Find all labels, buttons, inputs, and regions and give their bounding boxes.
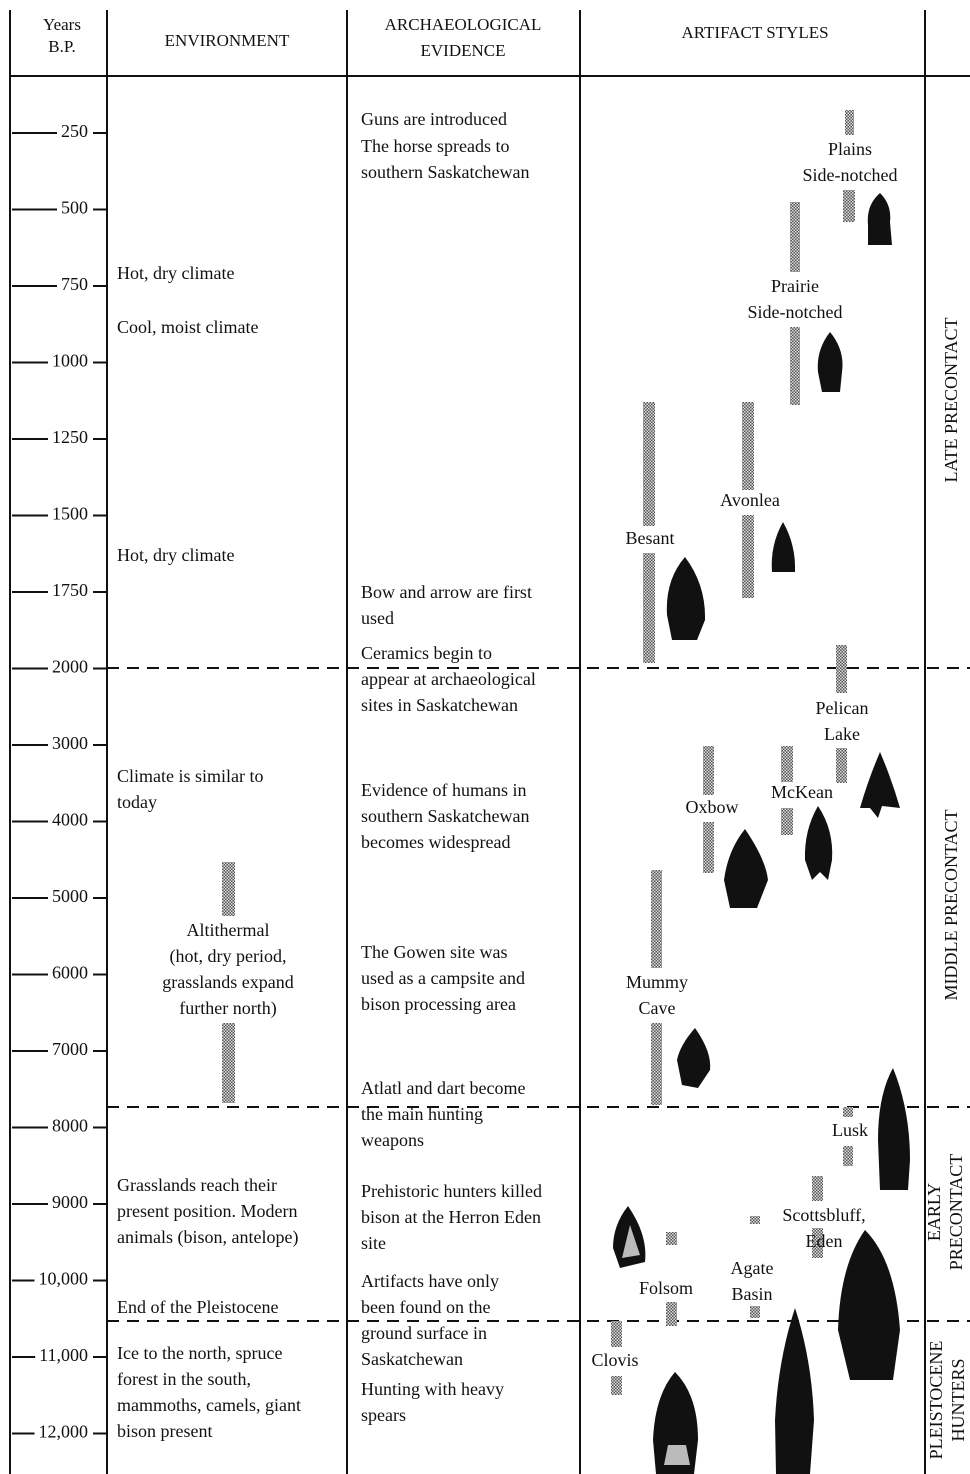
- evidence-note: The Gowen site was: [361, 942, 507, 962]
- evidence-note: ground surface in: [361, 1323, 487, 1343]
- tick-label: 500: [61, 198, 88, 218]
- evidence-note: the main hunting: [361, 1104, 483, 1124]
- evidence-note: site: [361, 1233, 386, 1253]
- artifacts-note: Lusk: [832, 1120, 868, 1140]
- tick-label: 10,000: [39, 1269, 89, 1289]
- evidence-note: Artifacts have only: [361, 1271, 499, 1291]
- environment-note: mammoths, camels, giant: [117, 1395, 301, 1415]
- evidence-note: Evidence of humans in: [361, 780, 526, 800]
- header-evidence: EVIDENCE: [421, 41, 506, 60]
- tick-label: 2000: [52, 657, 88, 677]
- evidence-note: Hunting with heavy: [361, 1379, 504, 1399]
- artifacts-note: Basin: [731, 1284, 772, 1304]
- evidence-note: Atlatl and dart become: [361, 1078, 525, 1098]
- artifacts-note: Side-notched: [748, 302, 843, 322]
- tick-label: 9000: [52, 1192, 88, 1212]
- environment-note: bison present: [117, 1421, 212, 1441]
- evidence-note: Guns are introduced: [361, 109, 507, 129]
- artifacts-note: Cave: [639, 998, 676, 1018]
- artifacts-note: Scottsbluff,: [782, 1205, 865, 1225]
- artifacts-note: Pelican: [816, 698, 869, 718]
- evidence-note: sites in Saskatchewan: [361, 695, 518, 715]
- environment-note: Cool, moist climate: [117, 317, 259, 337]
- tick-label: 3000: [52, 733, 88, 753]
- period-label: HUNTERS: [948, 1358, 968, 1441]
- period-label: PLEISTOCENE: [926, 1341, 946, 1460]
- period-label: PRECONTACT: [946, 1154, 966, 1271]
- evidence-note: Bow and arrow are first: [361, 582, 532, 602]
- chronology-chart: Years B.P. ENVIRONMENT ARCHAEOLOGICAL EVIDEN…: [0, 0, 970, 1474]
- header-artifacts: ARTIFACT STYLES: [681, 23, 828, 42]
- tick-label: 1750: [52, 580, 88, 600]
- header-years: B.P.: [48, 37, 75, 56]
- artifacts-note: Plains: [828, 139, 872, 159]
- tick-label: 4000: [52, 810, 88, 830]
- tick-label: 1250: [52, 427, 88, 447]
- artifacts-note: Eden: [806, 1231, 843, 1251]
- artifacts-note: Side-notched: [803, 165, 898, 185]
- environment-note: further north): [179, 998, 276, 1019]
- environment-note: today: [117, 792, 157, 812]
- header-years: Years: [43, 15, 81, 34]
- environment-note: Ice to the north, spruce: [117, 1343, 282, 1363]
- header-evidence: ARCHAEOLOGICAL: [385, 15, 542, 34]
- tick-label: 12,000: [39, 1422, 89, 1442]
- tick-label: 8000: [52, 1116, 88, 1136]
- period-label: MIDDLE PRECONTACT: [941, 809, 961, 1000]
- environment-note: Climate is similar to: [117, 766, 264, 786]
- environment-note: (hot, dry period,: [170, 946, 287, 967]
- artifacts-note: McKean: [771, 782, 833, 802]
- evidence-note: southern Saskatchewan: [361, 806, 529, 826]
- period-label: EARLY: [924, 1183, 944, 1241]
- artifacts-note: Folsom: [639, 1278, 693, 1298]
- evidence-note: appear at archaeological: [361, 669, 536, 689]
- evidence-note: bison processing area: [361, 994, 516, 1014]
- evidence-note: Saskatchewan: [361, 1349, 463, 1369]
- environment-note: Altithermal: [187, 920, 270, 940]
- artifacts-note: Oxbow: [686, 797, 739, 817]
- evidence-note: southern Saskatchewan: [361, 162, 529, 182]
- environment-note: present position. Modern: [117, 1201, 297, 1221]
- period-label: LATE PRECONTACT: [941, 317, 961, 482]
- evidence-note: spears: [361, 1405, 406, 1425]
- tick-label: 1000: [52, 351, 88, 371]
- evidence-note: Prehistoric hunters killed: [361, 1181, 542, 1201]
- artifacts-note: Besant: [626, 528, 675, 548]
- evidence-note: bison at the Herron Eden: [361, 1207, 541, 1227]
- tick-label: 6000: [52, 963, 88, 983]
- artifacts-note: Avonlea: [720, 490, 780, 510]
- header-environment: ENVIRONMENT: [165, 31, 290, 50]
- environment-note: forest in the south,: [117, 1369, 251, 1389]
- tick-label: 750: [61, 274, 88, 294]
- artifacts-note: Lake: [824, 724, 860, 744]
- tick-label: 5000: [52, 886, 88, 906]
- artifacts-note: Agate: [731, 1258, 774, 1278]
- evidence-note: Ceramics begin to: [361, 643, 492, 663]
- environment-note: Hot, dry climate: [117, 263, 234, 283]
- evidence-note: used: [361, 608, 394, 628]
- artifacts-note: Prairie: [771, 276, 819, 296]
- tick-label: 1500: [52, 504, 88, 524]
- tick-label: 7000: [52, 1039, 88, 1059]
- evidence-note: been found on the: [361, 1297, 490, 1317]
- artifacts-note: Clovis: [591, 1350, 638, 1370]
- artifacts-note: Mummy: [626, 972, 688, 992]
- environment-note: End of the Pleistocene: [117, 1297, 278, 1317]
- environment-note: animals (bison, antelope): [117, 1227, 298, 1248]
- environment-note: Hot, dry climate: [117, 545, 234, 565]
- environment-note: grasslands expand: [162, 972, 293, 992]
- tick-label: 250: [61, 121, 88, 141]
- environment-note: Grasslands reach their: [117, 1175, 277, 1195]
- tick-label: 11,000: [39, 1345, 88, 1365]
- evidence-note: used as a campsite and: [361, 968, 525, 988]
- evidence-note: The horse spreads to: [361, 136, 509, 156]
- evidence-note: becomes widespread: [361, 832, 510, 852]
- evidence-note: weapons: [361, 1130, 424, 1150]
